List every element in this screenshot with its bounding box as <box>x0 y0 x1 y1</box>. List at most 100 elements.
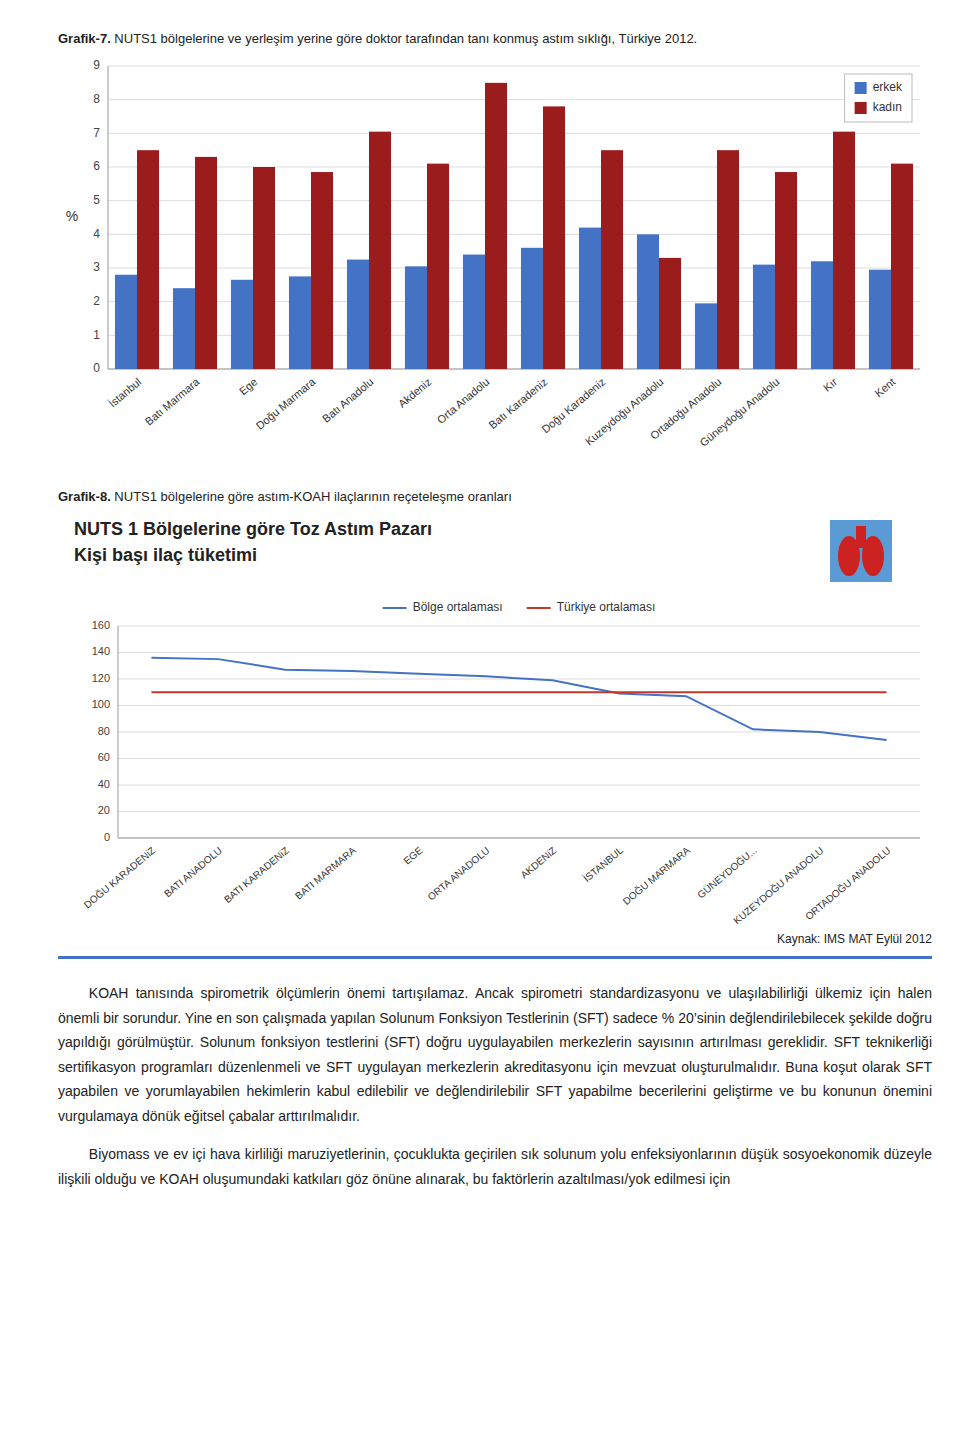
legend-item: Türkiye ortalaması <box>527 600 656 614</box>
y-tick-label: 100 <box>92 698 110 710</box>
line-chart: 020406080100120140160DOĞU KARADENiZBATI … <box>58 590 932 930</box>
legend-label: Türkiye ortalaması <box>557 600 656 614</box>
bar <box>811 261 833 369</box>
x-tick-label: Güneydоğu Anadolu <box>697 375 781 448</box>
grid-line <box>108 268 920 269</box>
y-tick-label: 160 <box>92 619 110 631</box>
x-tick-label: BATI MARMARA <box>293 844 358 901</box>
plot: 020406080100120140160DOĞU KARADENiZBATI … <box>81 619 920 926</box>
bar <box>521 248 543 369</box>
bar <box>405 266 427 369</box>
legend-label: Bölge ortalaması <box>413 600 503 614</box>
bar <box>347 260 369 369</box>
bar <box>115 275 137 369</box>
x-axis-line <box>108 369 920 370</box>
y-tick-label: 2 <box>93 294 100 308</box>
bar <box>775 172 797 369</box>
chart-caption: Grafik-8. NUTS1 bölgelerine göre astım-K… <box>58 488 932 506</box>
bar <box>659 258 681 369</box>
legend-swatch <box>527 607 551 609</box>
grid-line <box>108 99 920 100</box>
bar <box>173 288 195 369</box>
y-tick-label: 20 <box>98 804 110 816</box>
x-tick-label: Kent <box>872 375 897 399</box>
legend-swatch <box>855 82 867 94</box>
bar <box>601 150 623 369</box>
bar <box>833 132 855 369</box>
grid-line <box>118 785 920 786</box>
y-tick-label: 60 <box>98 751 110 763</box>
y-tick-label: 0 <box>104 831 110 843</box>
grid-line <box>108 200 920 201</box>
bar <box>485 83 507 369</box>
series-line <box>151 658 886 740</box>
legend-swatch <box>383 607 407 609</box>
page: Grafik-7. NUTS1 bölgelerine ve yerleşim … <box>58 0 932 1191</box>
x-tick-label: Akdeniz <box>396 375 434 409</box>
y-tick-label: 4 <box>93 227 100 241</box>
x-tick-label: İSTANBUL <box>581 844 626 884</box>
bar <box>891 164 913 369</box>
x-tick-label: BATI KARADENiZ <box>222 845 291 905</box>
grid-line <box>118 811 920 812</box>
marks <box>115 83 913 369</box>
icon-bg <box>830 520 892 582</box>
bar <box>195 157 217 369</box>
series-line <box>151 691 886 693</box>
caption-lead: Grafik-8. <box>58 489 111 504</box>
bar <box>311 172 333 369</box>
title-box: NUTS 1 Bölgelerine göre Toz Astım Pazarı… <box>58 516 932 590</box>
y-tick-label: 40 <box>98 778 110 790</box>
legend-item: Bölge ortalaması <box>383 600 503 614</box>
y-tick-label: 80 <box>98 725 110 737</box>
bar <box>427 164 449 369</box>
bar <box>231 280 253 369</box>
y-axis-line <box>108 66 109 369</box>
bar <box>637 234 659 369</box>
bar <box>869 270 891 369</box>
lung-icon <box>830 520 892 582</box>
x-tick-label: Kır <box>821 375 840 393</box>
legend-box <box>845 74 912 122</box>
plot: 0123456789İstanbulBatı MarmaraEgeDoğu Ma… <box>93 58 920 449</box>
chart-caption: Grafik-7. NUTS1 bölgelerine ve yerleşim … <box>58 30 932 48</box>
legend-item: kadın <box>855 100 902 114</box>
grid-line <box>118 705 920 706</box>
grid-line <box>108 167 920 168</box>
spacer <box>58 474 932 488</box>
bar-chart: 0123456789İstanbulBatı MarmaraEgeDoğu Ma… <box>58 54 932 474</box>
x-tick-label: Batı Marmara <box>143 375 202 428</box>
chart-subtitle: NUTS 1 Bölgelerine göre Toz Astım Pazarı <box>58 516 932 542</box>
bar <box>369 132 391 369</box>
x-tick-label: Batı Anadolu <box>320 375 376 424</box>
x-tick-label: DOĞU MARMARA <box>620 844 692 907</box>
bar <box>579 228 601 369</box>
x-axis-line <box>118 838 920 839</box>
x-tick-label: Orta Anadolu <box>435 375 492 425</box>
source-note: Kaynak: IMS MAT Eylül 2012 <box>58 932 932 946</box>
x-tick-label: İstanbul <box>106 375 143 409</box>
y-tick-label: 0 <box>93 361 100 375</box>
grid-line <box>118 758 920 759</box>
y-tick-label: 140 <box>92 645 110 657</box>
legend: Bölge ortalaması Türkiye ortalaması <box>383 600 656 614</box>
legend-label: erkek <box>873 80 903 94</box>
y-tick-label: 3 <box>93 260 100 274</box>
paragraph: KOAH tanısında spirometrik ölçümlerin ön… <box>58 981 932 1128</box>
chart-subtitle: Kişi başı ilaç tüketimi <box>58 542 932 568</box>
y-axis-line <box>118 626 119 838</box>
x-tick-label: Batı Karadeniz <box>486 375 549 431</box>
legend-item: erkek <box>855 80 903 94</box>
bar <box>137 150 159 369</box>
y-tick-label: 8 <box>93 92 100 106</box>
grid-line <box>108 133 920 134</box>
grid-line <box>118 838 920 839</box>
marks <box>151 658 886 740</box>
legend: erkek kadın <box>845 74 912 122</box>
bar <box>753 265 775 369</box>
x-tick-label: GÜNEYDOĞU... <box>695 844 759 901</box>
bar <box>463 255 485 369</box>
legend-swatch <box>855 102 867 114</box>
x-tick-label: ORTADOĞU ANADOLU <box>802 844 892 922</box>
grid-line <box>118 652 920 653</box>
